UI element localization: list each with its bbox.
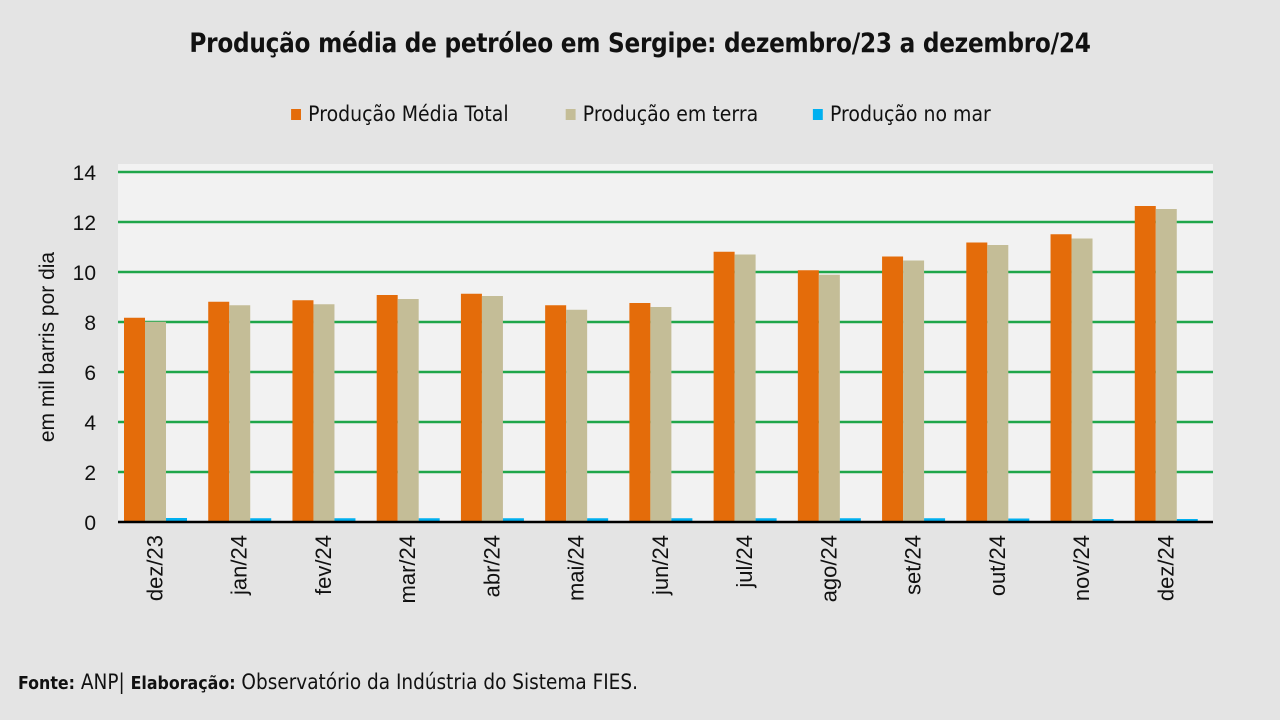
bar-produ-o-m-dia-total <box>545 305 567 522</box>
y-tick-label: 12 <box>73 212 96 235</box>
bar-produ-o-m-dia-total <box>292 300 314 522</box>
y-tick-label: 2 <box>84 462 96 485</box>
bar-produ-o-no-mar <box>418 518 440 522</box>
bar-produ-o-em-terra <box>1071 238 1093 522</box>
bar-produ-o-no-mar <box>1092 519 1114 522</box>
legend-label: Produção em terra <box>582 102 759 126</box>
y-tick-label: 8 <box>84 312 96 335</box>
bar-produ-o-em-terra <box>1155 209 1177 522</box>
x-tick-label: nov/24 <box>1069 535 1094 601</box>
legend-swatch <box>812 108 823 120</box>
x-tick-label: out/24 <box>985 535 1010 596</box>
bar-produ-o-no-mar <box>334 518 356 522</box>
legend-item: Produção em terra <box>565 102 759 126</box>
bar-produ-o-em-terra <box>734 254 756 522</box>
x-tick-label: ago/24 <box>816 535 841 602</box>
bar-produ-o-m-dia-total <box>797 270 819 522</box>
bar-produ-o-no-mar <box>755 518 777 522</box>
y-tick-label: 6 <box>84 362 96 385</box>
bar-produ-o-em-terra <box>566 309 588 522</box>
bar-produ-o-no-mar <box>1008 518 1030 522</box>
x-tick-label: dez/23 <box>143 535 168 601</box>
chart-title: Produção média de petróleo em Sergipe: d… <box>189 28 1091 59</box>
bar-produ-o-no-mar <box>250 518 272 522</box>
bar-produ-o-em-terra <box>397 299 419 522</box>
bar-produ-o-no-mar <box>671 518 693 522</box>
bar-produ-o-m-dia-total <box>460 293 482 522</box>
bar-produ-o-no-mar <box>166 518 187 522</box>
y-tick-label: 10 <box>73 262 96 285</box>
bar-produ-o-em-terra <box>229 305 251 522</box>
bar-produ-o-m-dia-total <box>629 303 651 522</box>
left-margin <box>0 150 110 710</box>
x-tick-label: jun/24 <box>648 535 673 596</box>
bar-produ-o-m-dia-total <box>713 251 735 522</box>
legend: Produção Média Total Produção em terra Pro… <box>0 102 1280 126</box>
bar-produ-o-no-mar <box>839 518 861 522</box>
bar-produ-o-m-dia-total <box>376 295 398 522</box>
bar-produ-o-m-dia-total <box>1050 234 1072 522</box>
y-tick-label: 4 <box>84 412 96 435</box>
bar-produ-o-em-terra <box>818 274 840 522</box>
y-axis-label: em mil barris por dia <box>36 251 59 443</box>
legend-swatch <box>291 108 302 120</box>
bar-produ-o-m-dia-total <box>882 256 904 522</box>
legend-label: Produção no mar <box>829 102 991 126</box>
legend-swatch <box>565 108 576 120</box>
bar-produ-o-m-dia-total <box>124 317 145 522</box>
x-tick-label: mar/24 <box>395 535 420 603</box>
x-tick-label: dez/24 <box>1153 535 1178 601</box>
x-tick-label: set/24 <box>901 535 926 595</box>
x-tick-label: mai/24 <box>564 535 589 601</box>
elaboration-text: Observatório da Indústria do Sistema FIE… <box>235 670 638 694</box>
bar-produ-o-em-terra <box>987 245 1009 522</box>
bar-produ-o-no-mar <box>924 518 946 522</box>
bar-produ-o-em-terra <box>145 321 166 522</box>
bar-produ-o-no-mar <box>587 518 609 522</box>
source-text: ANP| <box>74 670 131 694</box>
bar-produ-o-no-mar <box>1176 519 1198 522</box>
x-tick-label: fev/24 <box>311 535 336 595</box>
bar-produ-o-no-mar <box>502 518 524 522</box>
bar-produ-o-m-dia-total <box>1134 206 1156 522</box>
bar-produ-o-m-dia-total <box>966 242 988 522</box>
y-tick-label: 14 <box>73 162 97 185</box>
elaboration-label: Elaboração: <box>130 673 236 694</box>
bar-produ-o-em-terra <box>481 296 503 522</box>
x-tick-label: jan/24 <box>227 535 252 596</box>
legend-item: Produção Média Total <box>291 102 509 126</box>
x-tick-label: jul/24 <box>732 535 757 589</box>
bar-produ-o-em-terra <box>313 304 335 522</box>
bar-produ-o-em-terra <box>903 260 925 522</box>
footer-source: Fonte: ANP| Elaboração: Observatório da … <box>18 670 638 694</box>
source-label: Fonte: <box>18 673 75 694</box>
legend-item: Produção no mar <box>812 102 991 126</box>
bar-produ-o-m-dia-total <box>208 301 230 522</box>
legend-label: Produção Média Total <box>308 102 509 126</box>
y-tick-label: 0 <box>84 512 96 535</box>
bar-produ-o-em-terra <box>650 307 672 522</box>
x-tick-label: abr/24 <box>479 535 504 597</box>
